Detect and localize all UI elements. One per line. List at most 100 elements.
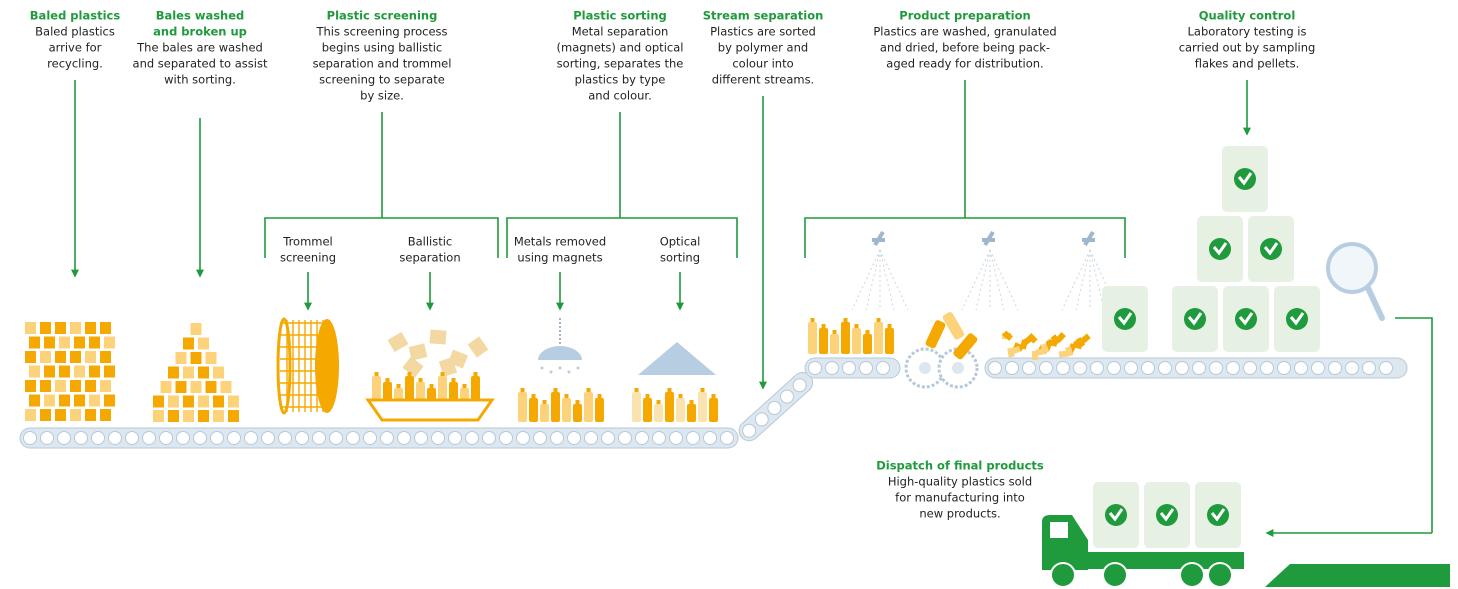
bottle — [925, 319, 947, 349]
bottle-cap — [532, 394, 536, 398]
spray — [880, 250, 894, 310]
roller — [313, 432, 326, 445]
bale — [85, 322, 96, 334]
step-title: Baled plastics — [30, 9, 121, 23]
roller — [1244, 362, 1257, 375]
step-text: recycling. — [47, 57, 103, 71]
bottle-cap — [811, 318, 815, 322]
bale — [104, 366, 115, 378]
conveyor — [805, 358, 900, 378]
roller — [177, 432, 190, 445]
roller — [194, 432, 207, 445]
bale — [44, 337, 55, 349]
dispatch-text: High-quality plastics sold — [888, 475, 1032, 489]
step-text: by polymer and — [718, 41, 808, 55]
roller — [109, 432, 122, 445]
connector — [1395, 318, 1432, 533]
bottle — [518, 392, 527, 422]
spray — [1062, 250, 1090, 310]
bottle-cap — [521, 388, 525, 392]
trommel-end — [315, 319, 339, 413]
bale — [176, 381, 187, 393]
bottle — [885, 328, 894, 354]
bale — [40, 380, 51, 392]
roller — [24, 432, 37, 445]
step-text: This screening process — [315, 25, 447, 39]
step-text: carried out by sampling — [1179, 41, 1316, 55]
step-text: aged ready for distribution. — [886, 57, 1043, 71]
sub-label: Metals removed — [514, 235, 606, 249]
bale — [40, 322, 51, 334]
roller — [364, 432, 377, 445]
flake — [402, 357, 423, 378]
roller — [619, 432, 632, 445]
roller — [143, 432, 156, 445]
bottle — [819, 328, 828, 354]
sub-label: Trommel — [282, 235, 333, 249]
bottle — [471, 376, 480, 400]
step-title: Bales washed — [156, 9, 245, 23]
gear-hub — [952, 362, 964, 374]
bale — [74, 337, 85, 349]
bottle — [562, 398, 571, 422]
step-text: screening to separate — [319, 73, 445, 87]
step-text: flakes and pellets. — [1195, 57, 1300, 71]
roller — [877, 362, 890, 375]
ramp — [1265, 564, 1450, 587]
bale — [104, 395, 115, 407]
bottle — [830, 334, 839, 354]
roller — [228, 432, 241, 445]
bale — [183, 338, 194, 350]
bottle — [427, 388, 436, 400]
roller — [704, 432, 717, 445]
roller — [1363, 362, 1376, 375]
bale — [70, 409, 81, 421]
bottle-cap — [657, 400, 661, 404]
roller — [432, 432, 445, 445]
bottle — [449, 382, 458, 400]
roller — [826, 362, 839, 375]
bale — [29, 395, 40, 407]
recycling-diagram: Baled plasticsBaled plasticsarrive forre… — [0, 0, 1458, 589]
dispatch-text: new products. — [919, 507, 1000, 521]
bottle — [863, 334, 872, 354]
bottle — [698, 392, 707, 422]
bale — [44, 395, 55, 407]
trommel-rim — [278, 319, 290, 413]
roller — [653, 432, 666, 445]
bale — [168, 396, 179, 408]
flake — [430, 329, 447, 344]
bottle-cap — [888, 324, 892, 328]
bottle-cap — [397, 384, 401, 388]
magnifier — [1328, 244, 1376, 292]
flake — [1002, 330, 1013, 340]
bottle-cap — [576, 400, 580, 404]
step-title: Plastic sorting — [573, 9, 667, 23]
bottle — [595, 398, 604, 422]
roller — [262, 432, 275, 445]
bottle-cap — [598, 394, 602, 398]
roller — [245, 432, 258, 445]
roller — [517, 432, 530, 445]
bale — [29, 337, 40, 349]
bottle-cap — [822, 324, 826, 328]
roller — [534, 432, 547, 445]
roller — [75, 432, 88, 445]
bale — [206, 381, 217, 393]
step-text: Plastics are sorted — [710, 25, 816, 39]
step-text: by size. — [360, 89, 404, 103]
step-text: The bales are washed — [136, 41, 263, 55]
spray — [852, 250, 880, 310]
roller — [1159, 362, 1172, 375]
step-text: separation and trommel — [313, 57, 452, 71]
roller — [296, 432, 309, 445]
roller — [1210, 362, 1223, 375]
spray — [990, 250, 1018, 310]
roller — [687, 432, 700, 445]
tray — [368, 400, 492, 420]
bale — [29, 366, 40, 378]
bale — [191, 352, 202, 364]
bale — [59, 395, 70, 407]
roller — [415, 432, 428, 445]
step-title: Plastic screening — [327, 9, 438, 23]
